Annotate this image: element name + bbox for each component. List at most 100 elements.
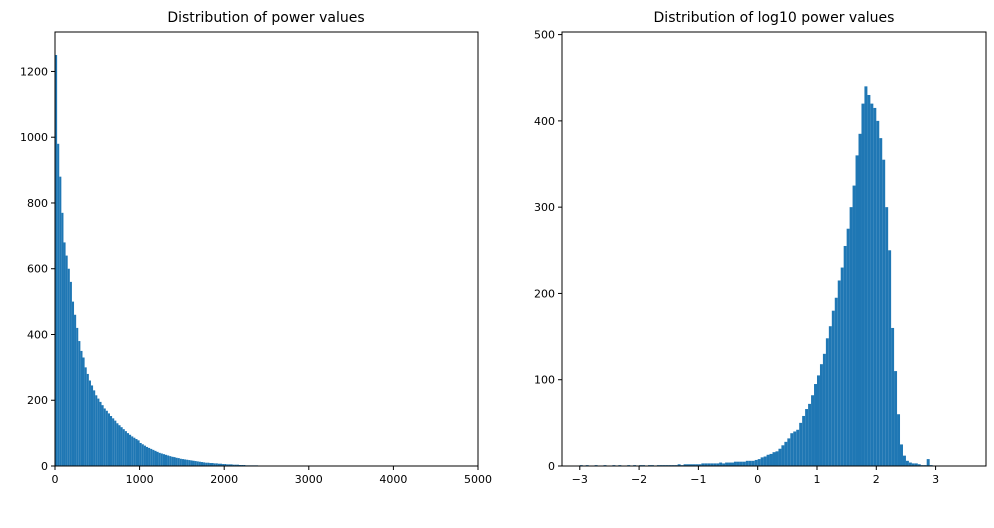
histogram-bar	[731, 462, 734, 466]
histogram-bar	[742, 461, 746, 466]
axes-frame	[561, 31, 987, 467]
histogram-bar	[704, 463, 708, 466]
histogram-bar	[148, 447, 151, 466]
histogram-bar	[105, 410, 108, 466]
x-tick-label: −3	[572, 473, 588, 486]
histogram-bar	[65, 255, 68, 466]
histogram-bar	[162, 454, 165, 466]
histogram-bar	[55, 55, 58, 467]
histogram-bar	[891, 327, 895, 466]
y-tick-label: 400	[534, 115, 555, 128]
histogram-bar	[914, 463, 918, 466]
histogram-bar	[769, 453, 773, 466]
histogram-bar	[775, 451, 779, 466]
histogram-bar	[99, 401, 102, 466]
histogram-bar	[917, 464, 921, 466]
histogram-bar	[173, 457, 176, 466]
y-tick-label: 800	[27, 197, 48, 210]
histogram-bar	[834, 297, 838, 466]
histogram-bar	[175, 457, 178, 466]
histogram-bar	[209, 463, 212, 466]
histogram-bar	[805, 409, 809, 466]
histogram-bar	[799, 422, 803, 466]
histogram-bar	[141, 444, 144, 466]
y-tick-label: 100	[534, 374, 555, 387]
histogram-bar	[867, 94, 871, 467]
histogram-bar	[143, 445, 146, 466]
histogram-bar	[63, 242, 66, 466]
histogram-bar	[894, 371, 898, 466]
histogram-bar	[224, 464, 227, 466]
histogram-bar	[169, 456, 172, 466]
histogram-bar	[790, 433, 794, 466]
histogram-bar	[131, 436, 134, 466]
histogram-bar	[124, 431, 127, 466]
histogram-bar	[683, 464, 687, 466]
histogram-bar	[137, 440, 140, 466]
histogram-bar	[751, 460, 755, 466]
histogram-bar	[911, 463, 915, 466]
histogram-bar	[107, 413, 110, 466]
histogram-bar	[745, 460, 749, 466]
histogram-bar	[748, 460, 752, 466]
histogram-bar	[196, 461, 199, 466]
histogram-bar	[145, 446, 149, 466]
histogram-bar	[808, 403, 812, 466]
x-tick-label: 2	[873, 473, 880, 486]
histogram-bar	[76, 327, 79, 466]
histogram-bar	[713, 463, 717, 466]
histogram-bar	[908, 462, 912, 466]
histogram-bar	[158, 452, 161, 466]
x-tick-label: 3000	[295, 473, 323, 486]
histogram-bar	[109, 416, 113, 466]
histogram-bar	[160, 453, 163, 466]
histogram-bar	[228, 464, 231, 466]
x-tick-label: 5000	[464, 473, 492, 486]
histogram-bar	[171, 456, 174, 466]
histogram-bar	[695, 464, 699, 466]
histogram-bar	[760, 457, 764, 466]
chart-power-values: Distribution of power values 0 1000 2000 30…	[20, 10, 492, 486]
histogram-bar	[82, 357, 85, 466]
histogram-bar	[739, 461, 743, 466]
histogram-bar	[139, 442, 142, 466]
histogram-bar	[831, 310, 835, 466]
histogram-bar	[837, 280, 841, 466]
y-tick-label: 600	[27, 263, 48, 276]
histogram-bar	[97, 398, 100, 466]
histogram-bar	[219, 463, 223, 466]
histogram-bar	[213, 463, 216, 466]
histogram-bar	[188, 460, 191, 466]
y-axis-ticks: 0 200 400 600 800 1000 1200	[20, 65, 55, 473]
histogram-bar	[154, 450, 157, 466]
histogram-bar	[855, 155, 859, 466]
histogram-bar	[226, 464, 229, 466]
histogram-bar	[876, 120, 880, 467]
x-tick-label: 0	[754, 473, 761, 486]
histogram-bar	[763, 456, 767, 466]
histogram-bar	[772, 452, 776, 466]
histogram-bar	[133, 437, 136, 466]
histogram-bar	[781, 445, 785, 466]
histogram-bar	[766, 454, 770, 466]
histogram-bar	[778, 448, 782, 466]
histogram-bar	[114, 420, 117, 466]
histogram-bar	[846, 228, 850, 466]
histogram-bar	[873, 107, 877, 467]
histogram-bar	[192, 460, 195, 466]
histogram-bar	[95, 395, 98, 466]
histogram-bar	[198, 461, 201, 466]
x-tick-label: 3	[932, 473, 939, 486]
x-tick-label: 0	[52, 473, 59, 486]
histogram-bar	[90, 385, 94, 466]
histogram-bar	[57, 143, 60, 467]
y-tick-label: 0	[548, 460, 555, 473]
histogram-bar	[207, 462, 210, 466]
histogram-bar	[232, 464, 235, 466]
histogram-bar	[69, 281, 72, 466]
histogram-bar	[156, 451, 159, 466]
histogram-bar	[129, 434, 132, 466]
histogram-bar	[757, 459, 761, 466]
histogram-bar	[200, 462, 204, 466]
histogram-bar	[71, 301, 75, 466]
